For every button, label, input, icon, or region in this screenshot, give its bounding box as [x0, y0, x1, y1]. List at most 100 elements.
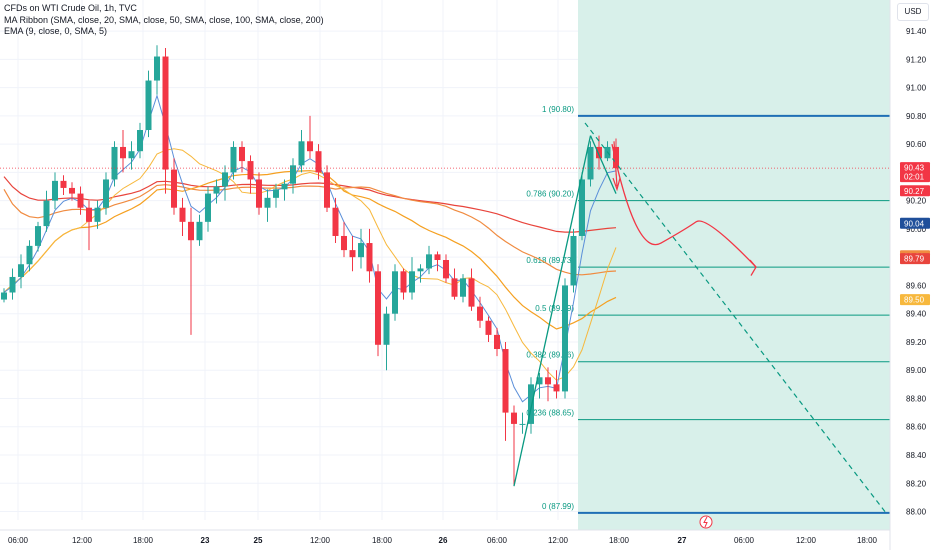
- fib-label: 0.236 (88.65): [526, 409, 574, 418]
- candle-body: [205, 193, 211, 222]
- forecast-arrowhead: [749, 259, 757, 276]
- trend-line: [513, 135, 592, 487]
- y-tick-label: 89.20: [906, 338, 927, 347]
- candle-body: [256, 179, 262, 208]
- fib-label: 0.786 (90.20): [526, 190, 574, 199]
- candle-body: [281, 183, 288, 190]
- candle-body: [409, 271, 415, 293]
- candle-body: [103, 179, 109, 208]
- ma200-line: [3, 176, 617, 233]
- candle-body: [366, 243, 373, 272]
- candle-body: [341, 235, 347, 251]
- candle-body: [18, 264, 24, 277]
- price-label-text: 90.04: [904, 219, 925, 228]
- candle-body: [562, 285, 568, 392]
- candle-body: [434, 254, 441, 260]
- candle-body: [128, 151, 135, 159]
- candle-body: [35, 226, 41, 246]
- fib-label: 1 (90.80): [542, 105, 574, 114]
- price-label-text: 90.43: [904, 164, 925, 173]
- price-label-bg: [900, 162, 930, 183]
- candle-body: [145, 80, 152, 130]
- x-tick-label: 06:00: [734, 536, 755, 545]
- candle-body: [315, 151, 322, 173]
- candle-body: [519, 423, 526, 425]
- x-tick-label: 12:00: [796, 536, 817, 545]
- candle-body: [171, 169, 177, 208]
- candle-body: [392, 271, 398, 314]
- candle-body: [324, 172, 330, 208]
- fib-label: 0 (87.99): [542, 502, 574, 511]
- fib-label: 0.382 (89.06): [526, 351, 574, 360]
- candle-body: [443, 260, 449, 279]
- candle-body: [502, 349, 509, 413]
- candle-body: [613, 146, 619, 169]
- x-tick-label: 18:00: [133, 536, 154, 545]
- price-label-bg: [900, 253, 930, 265]
- candle-body: [26, 245, 33, 265]
- candle-body: [511, 412, 517, 424]
- x-tick-label: 26: [439, 536, 448, 545]
- y-tick-label: 90.00: [906, 225, 927, 234]
- x-tick-label: 23: [201, 536, 210, 545]
- y-tick-label: 89.60: [906, 281, 927, 290]
- ma50-line: [3, 170, 617, 330]
- candle-body: [375, 271, 381, 345]
- candle-body: [9, 276, 16, 293]
- x-tick-label: 18:00: [857, 536, 878, 545]
- x-tick-label: 06:00: [8, 536, 29, 545]
- price-label-countdown: 02:01: [904, 173, 925, 182]
- x-tick-label: 18:00: [372, 536, 393, 545]
- candle-body: [426, 254, 432, 269]
- x-tick-label: 12:00: [310, 536, 331, 545]
- candle-body: [545, 377, 551, 385]
- legend: CFDs on WTI Crude Oil, 1h, TVC MA Ribbon…: [4, 3, 324, 38]
- candle-body: [196, 221, 203, 241]
- currency-button[interactable]: USD: [897, 3, 929, 21]
- forecast-curve: [611, 143, 757, 268]
- y-tick-label: 91.00: [906, 84, 927, 93]
- candle-body: [460, 278, 466, 297]
- candle-body: [587, 146, 594, 180]
- candle-body: [290, 165, 296, 184]
- y-tick-label: 90.20: [906, 197, 927, 206]
- candle-body: [579, 179, 585, 236]
- dashed-projection: [584, 122, 887, 514]
- candle-body: [94, 207, 101, 222]
- y-tick-label: 88.00: [906, 508, 927, 517]
- candle-body: [417, 268, 424, 272]
- x-tick-label: 18:00: [609, 536, 630, 545]
- candle-body: [383, 313, 390, 345]
- y-tick-label: 91.20: [906, 55, 927, 64]
- y-tick-label: 88.60: [906, 423, 927, 432]
- legend-ema: EMA (9, close, 0, SMA, 5): [4, 26, 108, 36]
- candle-body: [162, 56, 169, 170]
- candle-body: [86, 207, 92, 222]
- candle-body: [230, 146, 237, 173]
- candle-body: [349, 250, 356, 258]
- candle-body: [451, 278, 458, 297]
- candle-body: [477, 306, 483, 321]
- lightning-icon: [699, 515, 713, 529]
- ma100-line: [3, 184, 617, 276]
- y-tick-label: 88.20: [906, 479, 927, 488]
- x-tick-label: 25: [254, 536, 263, 545]
- candle-body: [298, 141, 305, 166]
- candle-body: [69, 187, 75, 194]
- candle-body: [188, 221, 194, 241]
- candle-body: [264, 197, 271, 208]
- candle-body: [332, 207, 339, 236]
- candle-body: [247, 161, 254, 180]
- candle-body: [307, 141, 313, 152]
- fib-zone: [578, 0, 890, 530]
- candle-body: [358, 243, 364, 258]
- x-tick-label: 06:00: [487, 536, 508, 545]
- candle-body: [494, 334, 500, 350]
- price-label-text: 90.27: [904, 187, 925, 196]
- candle-body: [111, 146, 118, 180]
- candle-body: [52, 180, 58, 201]
- y-tick-label: 89.40: [906, 310, 927, 319]
